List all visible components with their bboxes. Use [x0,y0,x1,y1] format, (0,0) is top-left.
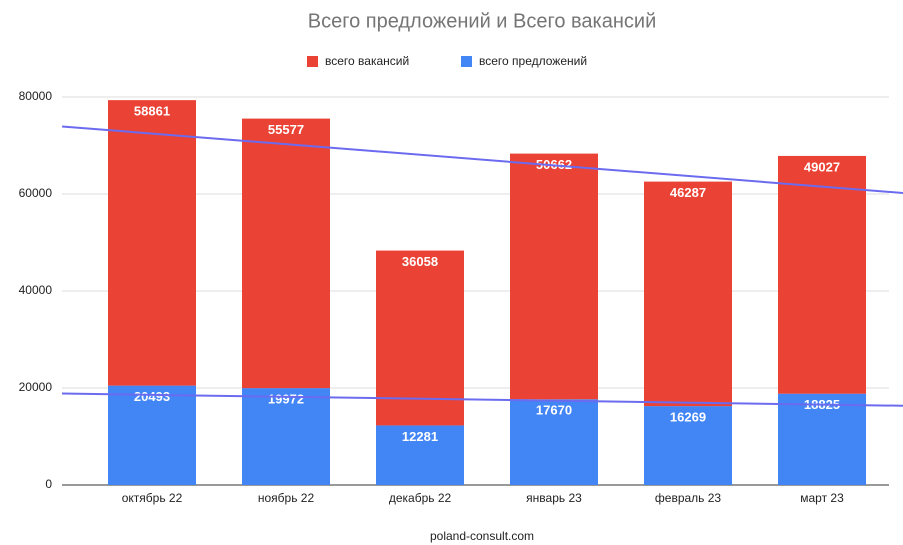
x-tick-label: октябрь 22 [122,491,183,505]
bar-segment [510,399,598,485]
bar-segment [778,155,866,394]
x-tick-label: март 23 [800,491,844,505]
legend-swatch [461,56,472,67]
value-label: 58861 [134,104,170,119]
value-label: 55577 [268,122,304,137]
y-tick-label: 0 [45,477,52,491]
y-tick-label: 40000 [19,283,53,297]
value-label: 19972 [268,392,304,407]
trendline [61,125,903,194]
x-tick-label: январь 23 [526,491,582,505]
bar-segment [376,425,464,485]
value-label: 20493 [134,389,170,404]
bar-segment [644,406,732,485]
bar-segment [510,153,598,400]
value-label: 49027 [804,159,840,174]
legend-swatch [307,56,318,67]
legend-label: всего предложений [479,54,587,68]
bar-segment [778,393,866,485]
y-tick-label: 80000 [19,89,53,103]
x-tick-label: февраль 23 [655,491,722,505]
chart-title: Всего предложений и Всего вакансий [308,10,657,32]
footer: poland-consult.com [430,529,534,543]
value-label: 46287 [670,185,706,200]
x-tick-label: ноябрь 22 [258,491,315,505]
bar-segment [108,385,196,485]
bar-segment [242,118,330,389]
y-tick-label: 60000 [19,186,53,200]
bar-segment [376,250,464,426]
legend-label: всего вакансий [325,54,409,68]
bar-segment [644,181,732,407]
trendline [61,392,903,407]
value-label: 36058 [402,254,438,269]
value-label: 16269 [670,410,706,425]
value-label: 12281 [402,429,438,444]
y-tick-label: 20000 [19,380,53,394]
bar-segment [108,100,196,386]
x-tick-label: декабрь 22 [389,491,452,505]
value-label: 17670 [536,403,572,418]
bar-segment [242,388,330,485]
